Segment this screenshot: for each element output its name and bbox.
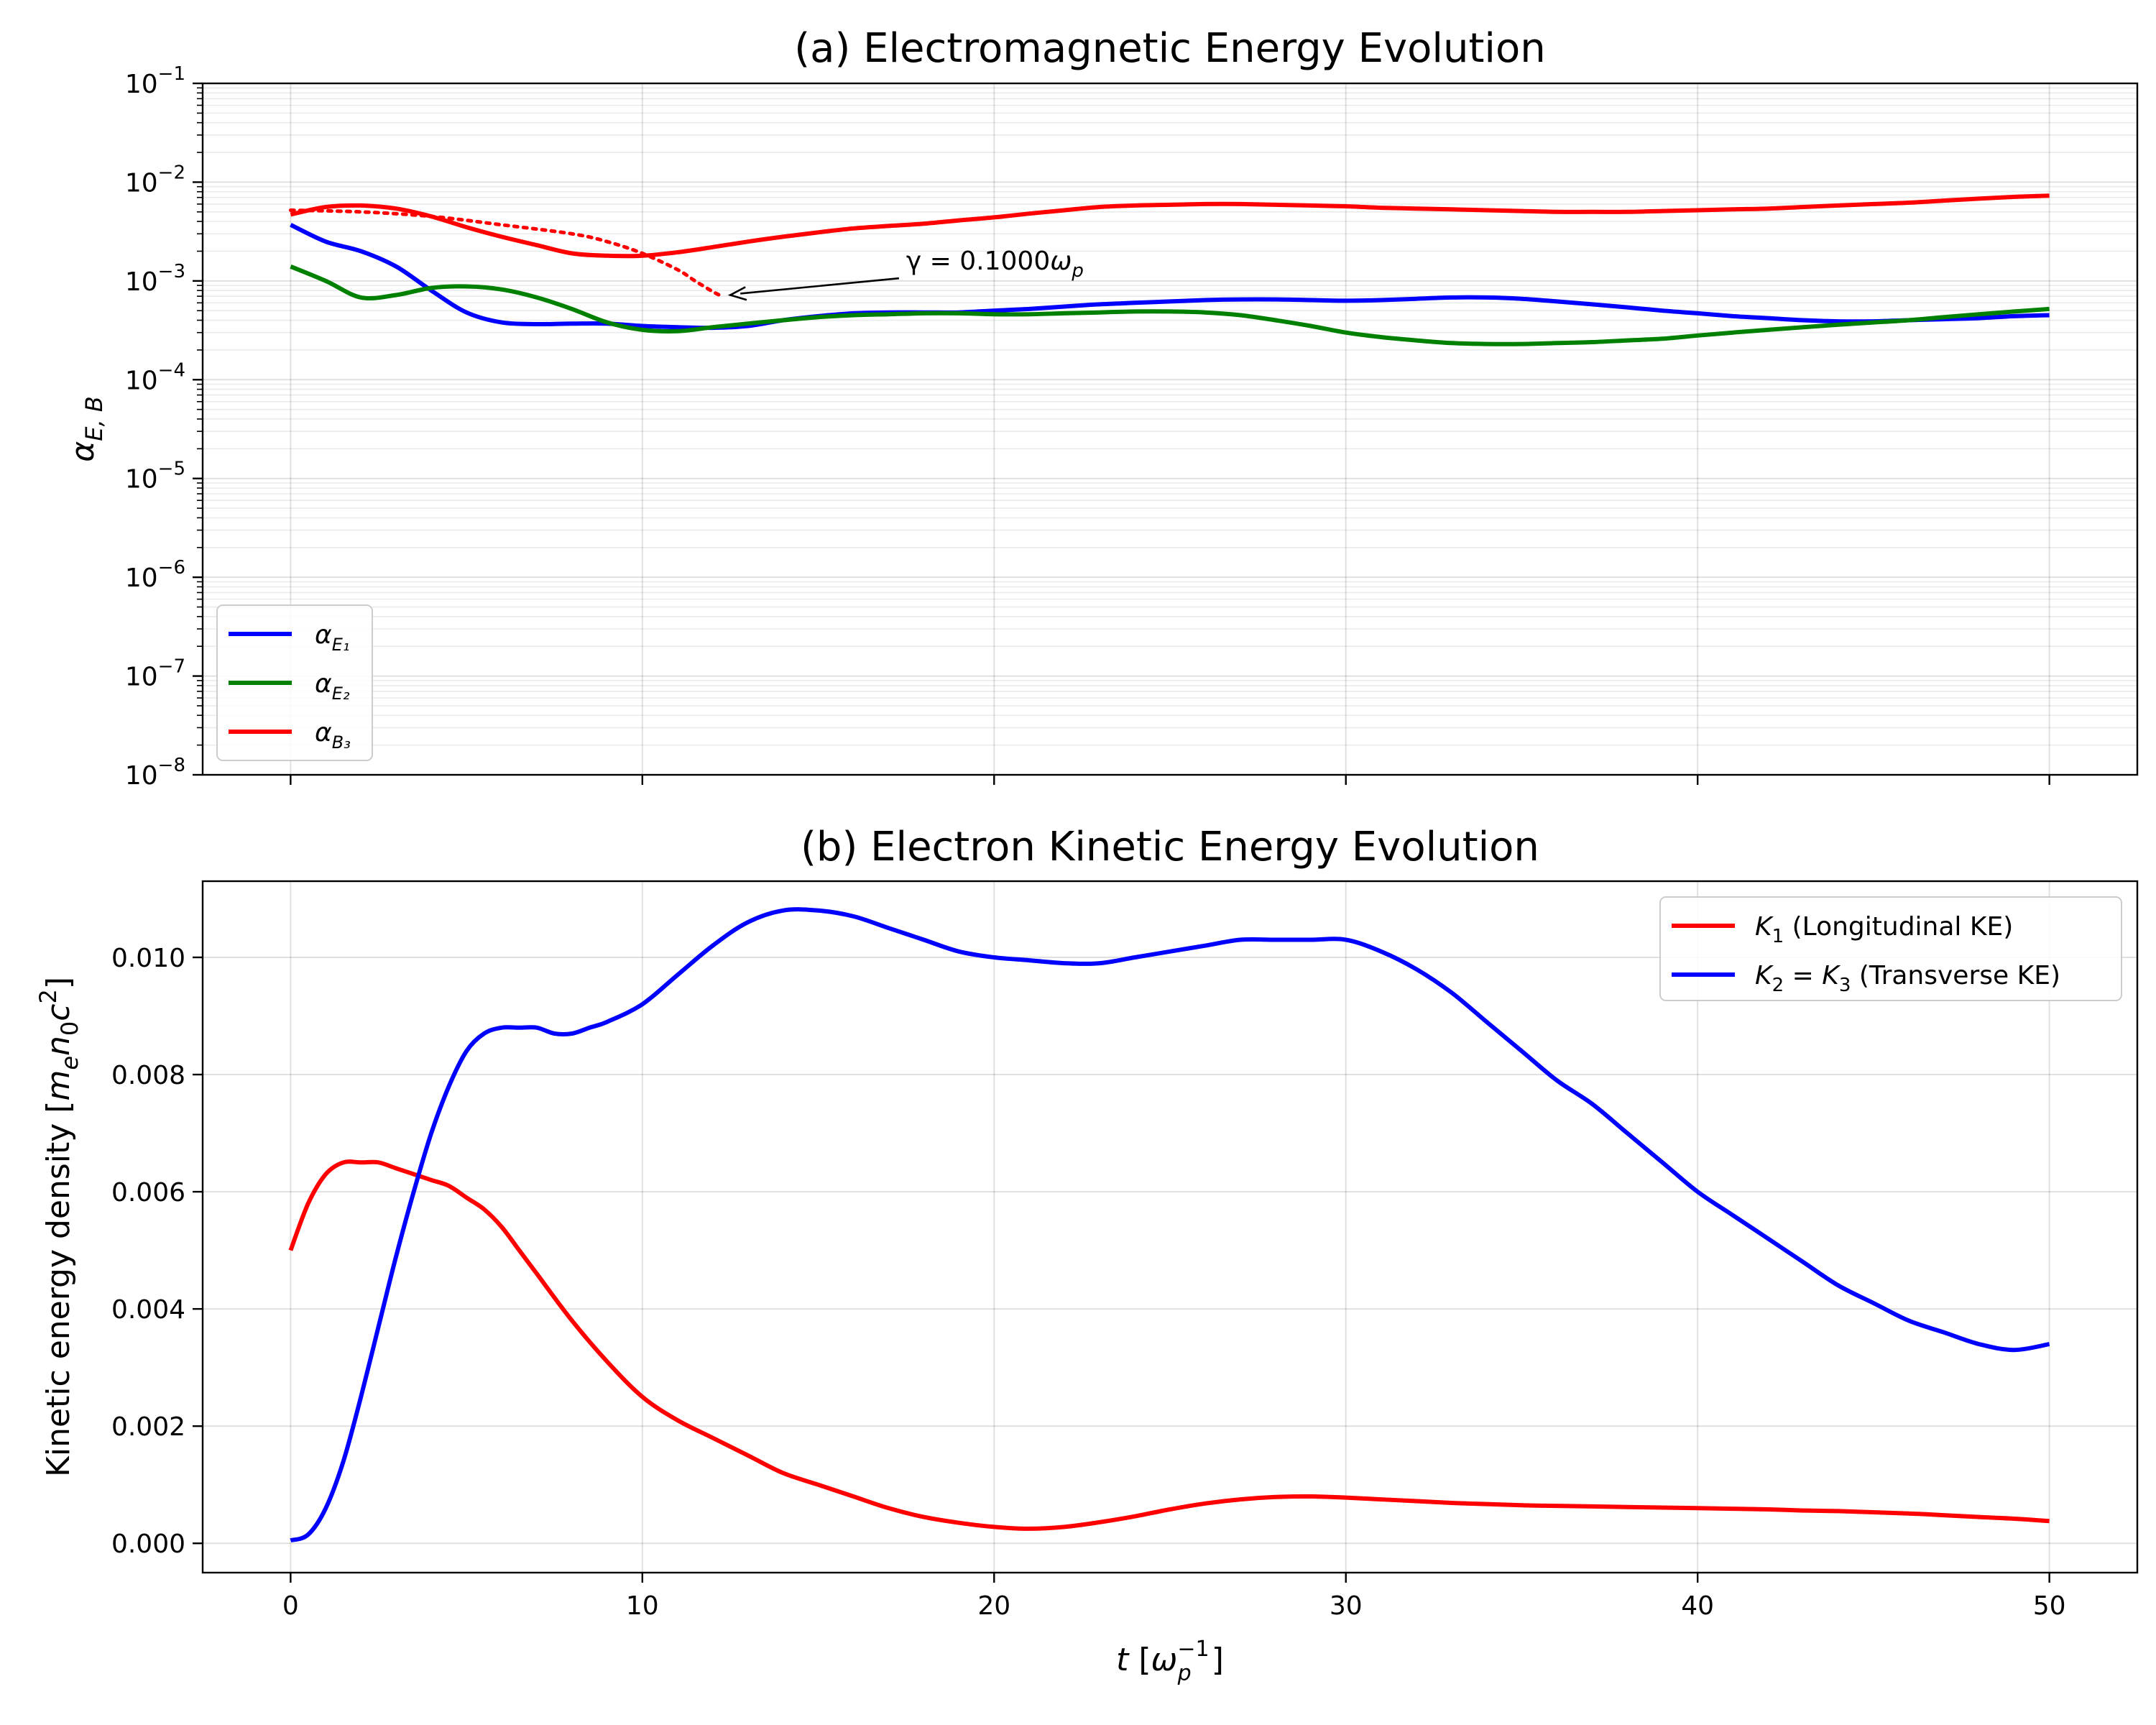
legend-label-0: K1 (Longitudinal KE) <box>1755 912 2013 947</box>
y-tick-label: 0.002 <box>111 1412 185 1442</box>
panel-b-kinetic-energy: (b) Electron Kinetic Energy Evolution 0 1… <box>34 824 2139 1686</box>
panel-b-x-axis-label: t [ω−1 p] <box>1116 1637 1224 1686</box>
y-axis-label-text: Kinetic energy density [men0c2] <box>34 977 83 1477</box>
y-tick-label: 0.000 <box>111 1530 185 1559</box>
y-tick-label: 0.008 <box>111 1061 185 1090</box>
y-tick-label: 10−3 <box>125 261 185 297</box>
series-line-1 <box>290 907 2050 1543</box>
panel-a-frame <box>201 82 2139 776</box>
panel-b-y-axis-label: Kinetic energy density [men0c2] <box>34 977 83 1477</box>
panel-a-annotation: γ = 0.1000ωp <box>727 247 1084 301</box>
y-tick-label: 0.006 <box>111 1178 185 1208</box>
annotation-arrow-head <box>727 286 747 301</box>
panel-a-ticks: 10−8 10−7 10−6 10−5 10−4 10−3 10−2 10−1 <box>125 63 2050 791</box>
y-tick-label: 10−7 <box>125 656 185 692</box>
legend-box <box>216 604 373 761</box>
series-line-1 <box>290 264 2050 346</box>
y-tick-label: 10−5 <box>125 459 185 494</box>
y-tick-label: 10−4 <box>125 359 185 395</box>
series-line-2 <box>290 193 2050 259</box>
annotation-arrow-shaft <box>740 277 900 295</box>
legend-label-1: αE₂ <box>315 669 350 704</box>
legend-label-2: αB₃ <box>315 718 351 753</box>
y-tick-label: 10−2 <box>125 162 185 198</box>
y-axis-label-text: αE, B <box>65 396 108 462</box>
x-tick-label: 50 <box>2033 1591 2066 1621</box>
panel-a-legend: αE₁ αE₂ αB₃ <box>216 604 373 761</box>
panel-b-series <box>288 907 2050 1543</box>
panel-b-frame <box>201 880 2139 1574</box>
fit-line-dotted <box>288 208 725 299</box>
x-tick-label: 20 <box>977 1591 1010 1621</box>
x-tick-label: 40 <box>1681 1591 1714 1621</box>
legend-label-0: αE₁ <box>315 620 350 655</box>
x-tick-label: 10 <box>626 1591 659 1621</box>
y-tick-label: 10−1 <box>125 63 185 99</box>
panel-a-em-energy: (a) Electromagnetic Energy Evolution γ =… <box>65 25 2139 791</box>
panel-b-title: (b) Electron Kinetic Energy Evolution <box>801 824 1539 870</box>
series-line-0 <box>290 223 2050 331</box>
x-tick-label: 30 <box>1330 1591 1363 1621</box>
y-tick-label: 10−8 <box>125 755 185 791</box>
x-axis-label-text: t [ω−1 p] <box>1116 1637 1224 1686</box>
panel-a-y-axis-label: αE, B <box>65 396 108 462</box>
panel-a-series <box>288 193 2050 346</box>
panel-b-ticks: 0 10 20 30 40 50 0.000 0.002 0.004 0.006 0.008 0.01… <box>111 944 2066 1621</box>
legend-label-1: K2 = K3 (Transverse KE) <box>1755 961 2060 996</box>
series-line-0 <box>288 1159 2050 1531</box>
y-tick-label: 10−6 <box>125 557 185 593</box>
y-tick-label: 0.010 <box>111 944 185 973</box>
panel-b-legend: K1 (Longitudinal KE) K2 = K3 (Transverse … <box>1659 896 2122 1001</box>
y-tick-label: 0.004 <box>111 1295 185 1325</box>
annotation-text: γ = 0.1000ωp <box>906 247 1084 282</box>
x-tick-label: 0 <box>282 1591 299 1621</box>
legend-box <box>1659 896 2122 1001</box>
panel-a-title: (a) Electromagnetic Energy Evolution <box>794 25 1545 72</box>
